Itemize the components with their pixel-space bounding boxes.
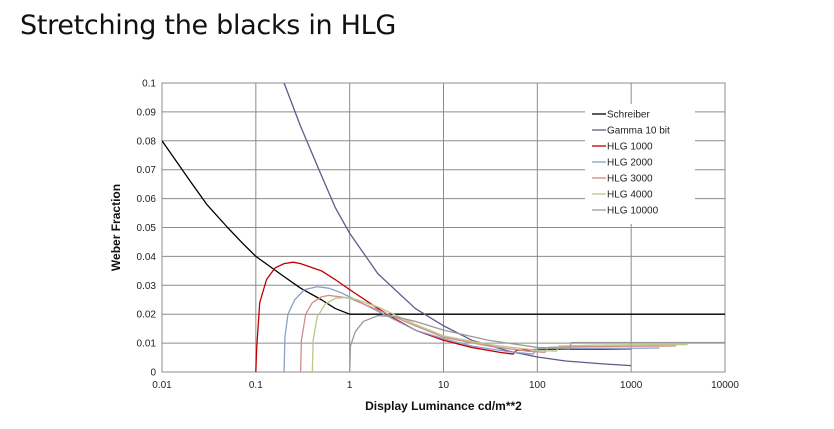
chart-legend: Schreiber Gamma 10 bit HLG 1000 HLG 2000 HLG… bbox=[585, 104, 695, 224]
series-line-schreiber bbox=[162, 140, 725, 315]
y-tick-label: 0.01 bbox=[137, 339, 157, 350]
y-tick-label: 0.05 bbox=[137, 223, 157, 234]
legend-entry: HLG 10000 bbox=[607, 206, 659, 217]
legend-entry: HLG 4000 bbox=[607, 190, 653, 201]
y-tick-label: 0.09 bbox=[137, 107, 157, 118]
legend-entry: Gamma 10 bit bbox=[607, 126, 670, 137]
x-tick-label: 0.01 bbox=[152, 380, 172, 391]
x-axis-ticks: 0.01 0.1 1 10 100 1000 10000 bbox=[152, 380, 739, 391]
y-tick-label: 0.03 bbox=[137, 281, 157, 292]
legend-entry: Schreiber bbox=[607, 110, 650, 121]
y-tick-label: 0.1 bbox=[142, 79, 156, 90]
x-axis-label: Display Luminance cd/m**2 bbox=[365, 399, 522, 413]
legend-entry: HLG 3000 bbox=[607, 174, 653, 185]
y-tick-label: 0.02 bbox=[137, 310, 157, 321]
x-tick-label: 10000 bbox=[711, 380, 739, 391]
series-line-gamma-10-bit bbox=[283, 83, 632, 367]
series-layer bbox=[162, 83, 725, 372]
plot-area-frame bbox=[161, 82, 726, 373]
x-tick-label: 1 bbox=[347, 380, 353, 391]
x-tick-label: 1000 bbox=[620, 380, 643, 391]
y-tick-label: 0.08 bbox=[137, 136, 157, 147]
x-tick-label: 10 bbox=[438, 380, 450, 391]
slide-title: Stretching the blacks in HLG bbox=[20, 10, 396, 41]
y-tick-label: 0 bbox=[150, 368, 156, 379]
series-line-hlg-2000 bbox=[283, 286, 660, 372]
legend-box bbox=[585, 104, 695, 224]
y-axis-ticks: 0 0.01 0.02 0.03 0.04 0.05 0.06 0.07 0.08 0.09 0.1 bbox=[137, 79, 157, 379]
legend-entry: HLG 2000 bbox=[607, 158, 653, 169]
series-line-hlg-10000 bbox=[349, 314, 725, 372]
y-tick-label: 0.04 bbox=[137, 252, 157, 263]
x-tick-label: 0.1 bbox=[249, 380, 263, 391]
y-tick-label: 0.06 bbox=[137, 194, 157, 205]
y-axis-label: Weber Fraction bbox=[109, 184, 123, 271]
series-line-hlg-3000 bbox=[299, 294, 676, 372]
x-tick-label: 100 bbox=[529, 380, 546, 391]
y-tick-label: 0.07 bbox=[137, 165, 157, 176]
legend-entry: HLG 1000 bbox=[607, 142, 653, 153]
